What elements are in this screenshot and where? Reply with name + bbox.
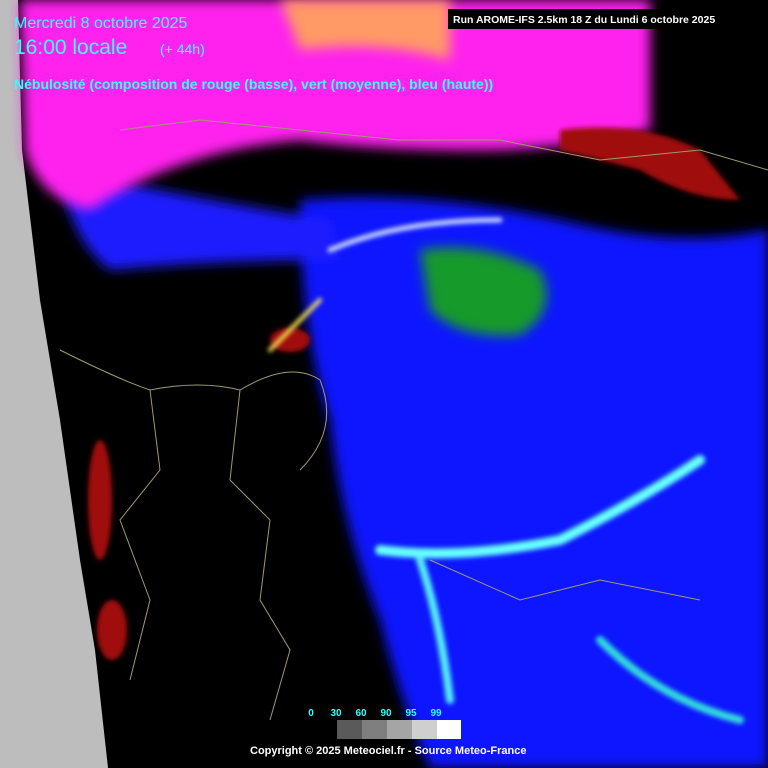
cloud-layer-mid xyxy=(420,247,547,336)
run-info: Run AROME-IFS 2.5km 18 Z du Lundi 6 octo… xyxy=(453,14,715,26)
legend-swatch xyxy=(412,720,437,739)
legend-label: 99 xyxy=(430,708,442,719)
description: Nébulosité (composition de rouge (basse)… xyxy=(14,76,493,92)
date: Mercredi 8 octobre 2025 xyxy=(14,15,188,32)
legend xyxy=(337,720,461,739)
legend-swatch xyxy=(362,720,387,739)
cloud-layer-low-high xyxy=(280,0,450,60)
cloud-streaks xyxy=(268,217,744,724)
lead-time: (+ 44h) xyxy=(160,41,205,57)
cloud-layer-low xyxy=(88,127,740,660)
run-info-box xyxy=(448,9,740,29)
legend-swatch xyxy=(437,720,461,739)
legend-label: 60 xyxy=(355,708,367,719)
legend-label: 0 xyxy=(308,708,314,719)
legend-label: 30 xyxy=(330,708,342,719)
legend-swatch xyxy=(337,720,362,739)
legend-label: 95 xyxy=(405,708,417,719)
legend-label: 90 xyxy=(380,708,392,719)
borders xyxy=(59,119,768,721)
legend-swatch xyxy=(387,720,412,739)
cloud-layer-high xyxy=(60,170,768,768)
sea-area xyxy=(0,0,108,768)
cloud-layer-mixed xyxy=(20,0,650,210)
time: 16:00 locale xyxy=(14,36,127,59)
copyright: Copyright © 2025 Meteociel.fr - Source M… xyxy=(250,745,526,757)
